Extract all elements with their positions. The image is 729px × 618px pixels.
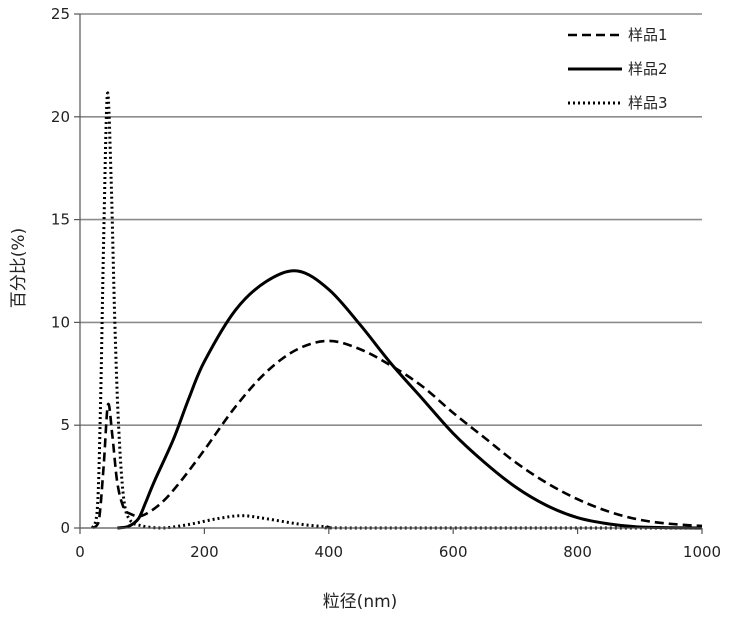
y-tick-label: 15 [51, 211, 70, 229]
y-tick-label: 5 [60, 416, 70, 434]
legend: 样品1 样品2 样品3 [568, 26, 668, 112]
line-chart: 0 200 400 600 800 1000 0 5 10 15 20 25 粒径(nm) 百分比(… [0, 0, 729, 618]
x-tick-label: 600 [439, 543, 468, 561]
x-axis-title: 粒径(nm) [323, 592, 398, 612]
y-tick-label: 20 [51, 108, 70, 126]
y-tick-label: 10 [51, 313, 70, 331]
x-tick-label: 400 [314, 543, 343, 561]
legend-label-1: 样品1 [628, 26, 668, 44]
y-tick-labels: 0 5 10 15 20 25 [51, 5, 70, 537]
y-tick-label: 25 [51, 5, 70, 23]
axes [74, 14, 702, 534]
x-tick-label: 200 [190, 543, 219, 561]
y-tick-label: 0 [60, 519, 70, 537]
legend-label-3: 样品3 [628, 94, 668, 112]
legend-label-2: 样品2 [628, 60, 668, 78]
x-tick-labels: 0 200 400 600 800 1000 [75, 543, 721, 561]
y-axis-title: 百分比(%) [9, 228, 29, 308]
series-line-3 [92, 93, 702, 528]
x-tick-label: 800 [563, 543, 592, 561]
series-line-2 [117, 271, 702, 528]
x-tick-label: 1000 [683, 543, 721, 561]
x-tick-label: 0 [75, 543, 85, 561]
series-group [92, 93, 702, 528]
